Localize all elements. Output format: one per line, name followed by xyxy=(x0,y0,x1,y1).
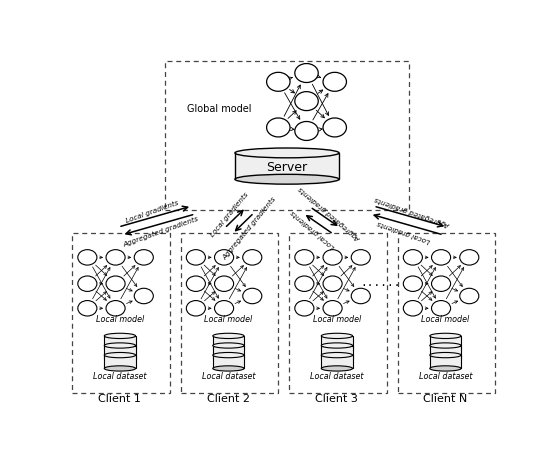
Bar xyxy=(430,355,461,369)
Circle shape xyxy=(186,301,206,316)
Circle shape xyxy=(323,73,347,92)
Text: Local gradients: Local gradients xyxy=(290,209,337,249)
Circle shape xyxy=(78,276,97,292)
Ellipse shape xyxy=(235,175,339,185)
Bar xyxy=(181,233,278,393)
Circle shape xyxy=(186,276,206,292)
Bar xyxy=(289,233,387,393)
Bar xyxy=(235,154,339,180)
Circle shape xyxy=(432,276,451,292)
Circle shape xyxy=(295,276,314,292)
Circle shape xyxy=(106,250,125,266)
Text: Local model: Local model xyxy=(421,314,469,324)
Bar xyxy=(104,346,136,359)
Bar xyxy=(430,346,461,359)
Text: Local dataset: Local dataset xyxy=(202,371,255,380)
Circle shape xyxy=(186,250,206,266)
Text: Local gradients: Local gradients xyxy=(377,219,431,243)
Text: Local dataset: Local dataset xyxy=(419,371,472,380)
Bar xyxy=(166,61,409,211)
Ellipse shape xyxy=(321,353,353,358)
Text: Local dataset: Local dataset xyxy=(310,371,363,380)
Circle shape xyxy=(295,301,314,316)
Ellipse shape xyxy=(321,334,353,339)
Circle shape xyxy=(403,250,422,266)
Text: Local model: Local model xyxy=(204,314,253,324)
Ellipse shape xyxy=(235,149,339,158)
Circle shape xyxy=(432,250,451,266)
Text: Local gradients: Local gradients xyxy=(125,199,180,223)
Circle shape xyxy=(460,250,479,266)
Text: Client N: Client N xyxy=(423,393,468,403)
Circle shape xyxy=(106,301,125,316)
Text: Local dataset: Local dataset xyxy=(93,371,147,380)
Ellipse shape xyxy=(430,366,461,371)
Text: Aggregated gradients: Aggregated gradients xyxy=(298,185,362,241)
Text: Local gradients: Local gradients xyxy=(209,191,249,238)
Text: Aggregated gradients: Aggregated gradients xyxy=(123,215,200,247)
Text: Client 2: Client 2 xyxy=(207,393,250,403)
Circle shape xyxy=(134,288,153,304)
Ellipse shape xyxy=(104,353,136,358)
Ellipse shape xyxy=(213,343,244,349)
Bar xyxy=(213,355,244,369)
Circle shape xyxy=(295,65,318,83)
Circle shape xyxy=(214,276,234,292)
Ellipse shape xyxy=(104,366,136,371)
Ellipse shape xyxy=(213,353,244,358)
Circle shape xyxy=(106,276,125,292)
Circle shape xyxy=(323,119,347,137)
Bar xyxy=(72,233,170,393)
Circle shape xyxy=(78,301,97,316)
Bar xyxy=(104,355,136,369)
Bar xyxy=(104,336,136,349)
Circle shape xyxy=(295,92,318,111)
Bar xyxy=(213,336,244,349)
Text: Aggregated gradients: Aggregated gradients xyxy=(374,195,451,227)
Text: Aggregated gradients: Aggregated gradients xyxy=(221,195,277,260)
Circle shape xyxy=(295,250,314,266)
Ellipse shape xyxy=(321,343,353,349)
Circle shape xyxy=(403,276,422,292)
Circle shape xyxy=(267,119,290,137)
Bar xyxy=(321,336,353,349)
Ellipse shape xyxy=(430,343,461,349)
Circle shape xyxy=(323,276,342,292)
Circle shape xyxy=(214,250,234,266)
Bar xyxy=(430,336,461,349)
Text: Global model: Global model xyxy=(188,104,252,114)
Ellipse shape xyxy=(104,343,136,349)
Text: Client 1: Client 1 xyxy=(99,393,141,403)
Circle shape xyxy=(242,250,262,266)
Circle shape xyxy=(295,122,318,141)
Ellipse shape xyxy=(430,353,461,358)
Circle shape xyxy=(214,301,234,316)
Text: Server: Server xyxy=(267,160,307,173)
Circle shape xyxy=(267,73,290,92)
Ellipse shape xyxy=(213,334,244,339)
Text: ......: ...... xyxy=(360,278,400,287)
Bar xyxy=(398,233,495,393)
Circle shape xyxy=(432,301,451,316)
Circle shape xyxy=(242,288,262,304)
Circle shape xyxy=(134,250,153,266)
Circle shape xyxy=(403,301,422,316)
Ellipse shape xyxy=(321,366,353,371)
Circle shape xyxy=(460,288,479,304)
Ellipse shape xyxy=(213,366,244,371)
Circle shape xyxy=(323,250,342,266)
Ellipse shape xyxy=(430,334,461,339)
Text: Local model: Local model xyxy=(96,314,144,324)
Bar xyxy=(321,346,353,359)
Ellipse shape xyxy=(104,334,136,339)
Circle shape xyxy=(351,288,370,304)
Text: Local model: Local model xyxy=(313,314,361,324)
Text: Client 3: Client 3 xyxy=(315,393,358,403)
Circle shape xyxy=(323,301,342,316)
Bar xyxy=(321,355,353,369)
Bar xyxy=(213,346,244,359)
Circle shape xyxy=(78,250,97,266)
Circle shape xyxy=(351,250,370,266)
